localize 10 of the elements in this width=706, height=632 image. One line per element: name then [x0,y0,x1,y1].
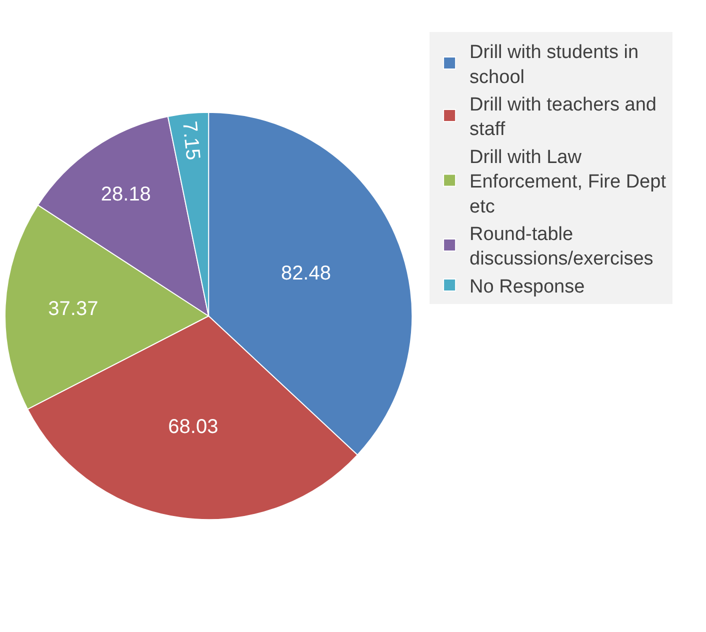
legend-label: Drill with Law Enforcement, Fire Dept etc [470,146,667,218]
legend-label: No Response [470,276,585,298]
data-label: 68.03 [168,416,218,438]
data-label: 28.18 [100,184,151,206]
legend-label: Drill with students in school [470,42,639,88]
data-label: 37.37 [48,298,98,320]
legend-label: Drill with teachers and staff [470,94,656,140]
data-label: 7.15 [178,120,204,162]
legend-label: Round-table discussions/exercises [470,224,654,270]
data-label: 82.48 [280,262,331,285]
